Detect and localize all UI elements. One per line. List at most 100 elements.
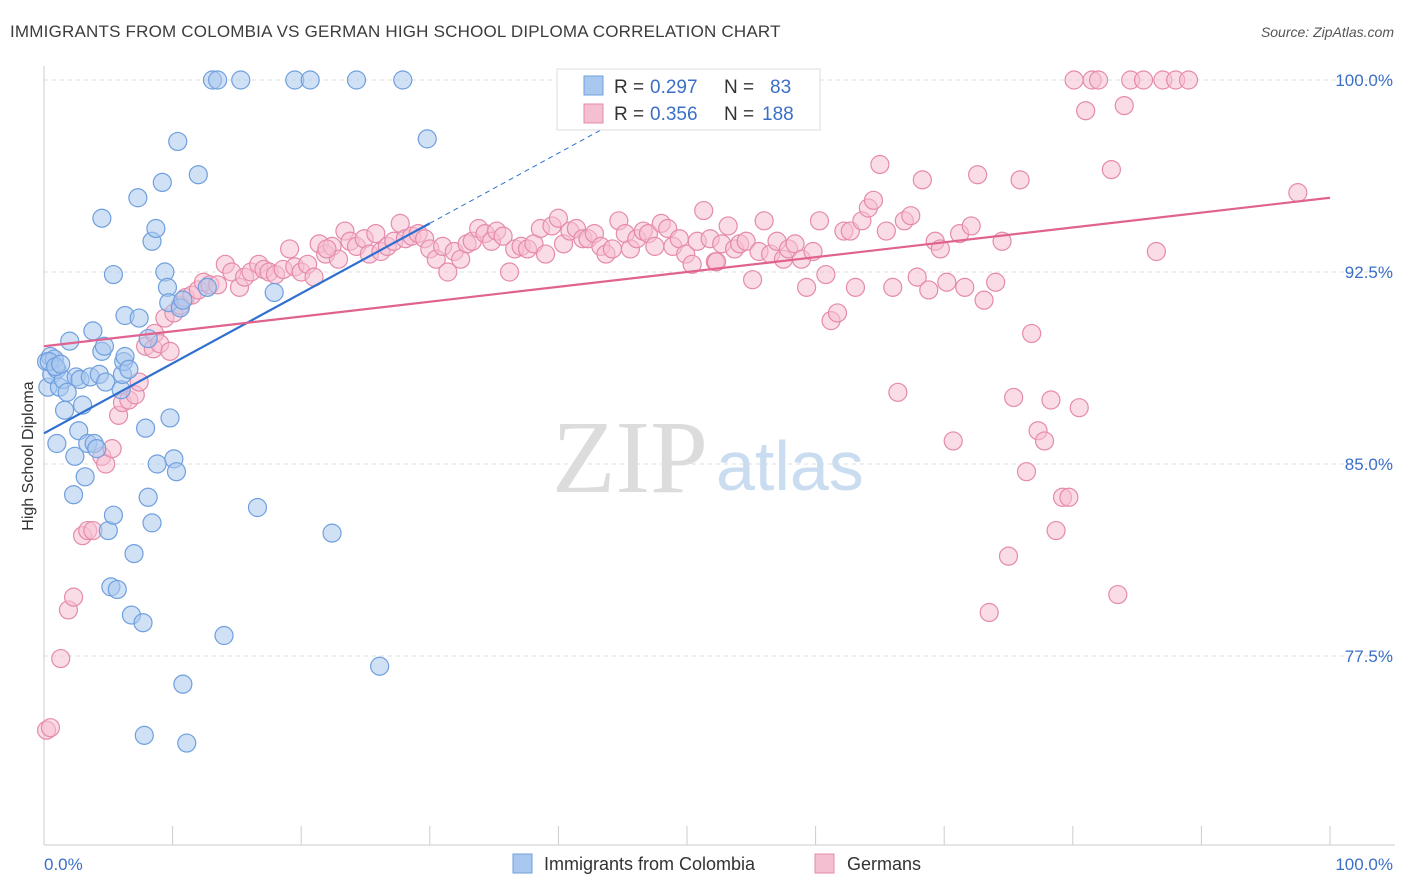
germans-point [883,277,903,297]
germans-point [1022,323,1042,344]
legend-swatch-colombia [583,75,604,96]
colombia-point [188,165,208,185]
colombia-point [119,359,139,379]
germans-point [438,262,458,282]
germans-point [986,272,1006,292]
legend-n-label-germans: N = [724,104,754,125]
axis-layer [43,66,1395,846]
germans-point [63,587,84,607]
bottom-legend-label-germans: Germans [847,854,921,874]
germans-point [961,216,981,236]
germans-point [1010,170,1030,190]
colombia-point [197,277,217,297]
colombia-trend-line [43,222,431,435]
colombia-point [138,487,158,507]
source-label: Source: ZipAtlas.com [1260,24,1394,40]
colombia-point [129,308,149,328]
germans-point [1069,398,1089,418]
germans-point [937,272,957,292]
y-tick-label: 85.0% [1345,455,1393,474]
germans-point [888,382,908,402]
colombia-point [417,129,437,149]
colombia-point [393,70,413,90]
germans-point [317,239,337,259]
germans-point [968,165,988,185]
colombia-point [146,218,166,239]
colombia-point [214,625,234,646]
germans-point [602,239,623,259]
germans-point [979,602,999,623]
y-tick-label: 77.5% [1345,647,1393,666]
germans-point [645,236,665,256]
germans-point [1101,160,1121,180]
germans-point [499,262,520,282]
germans-point [1064,70,1084,90]
colombia-point [135,418,156,438]
colombia-point [177,733,197,753]
top-legend: R = 0.297 N = 83 R = 0.356 N = 188 [556,68,821,131]
legend-r-value-colombia: 0.297 [650,77,698,98]
bottom-legend-swatch-colombia [512,853,533,874]
colombia-point [247,497,268,518]
legend-swatch-germans [583,103,604,124]
colombia-point [231,70,251,90]
germans-point [682,254,702,274]
watermark: ZIP atlas [552,400,864,515]
germans-point [40,718,61,738]
colombia-point [47,433,67,454]
watermark-atlas: atlas [716,427,864,505]
colombia-point [87,439,107,459]
colombia-point [92,208,112,228]
y-tick-label: 92.5% [1345,263,1393,282]
colombia-point [168,131,188,152]
bottom-legend-label-colombia: Immigrants from Colombia [544,854,756,874]
germans-point [912,170,932,190]
germans-point [1041,390,1061,410]
colombia-point [51,354,71,374]
germans-point [1133,70,1154,90]
x-tick-label-max: 100.0% [1335,855,1393,874]
germans-point [1178,70,1199,90]
germans-point [998,546,1019,566]
y-tick-labels: 77.5% 85.0% 92.5% 100.0% [1335,71,1393,666]
germans-point [1059,487,1079,507]
germans-point [694,200,714,221]
germans-point [816,264,836,285]
germans-point [1146,241,1166,262]
colombia-point [173,290,193,310]
germans-point [919,280,939,300]
colombia-point [103,264,124,285]
colombia-point [133,613,153,633]
points-layer [36,70,1308,753]
colombia-point [83,321,103,341]
colombia-point [166,462,187,482]
colombia-point [138,328,158,349]
germans-trend-line [43,196,1331,348]
colombia-point [107,579,127,600]
colombia-point [160,408,180,428]
colombia-point [63,485,84,505]
germans-point [955,277,975,297]
trend-layer [43,100,1331,435]
germans-point [907,267,927,287]
germans-point [876,221,896,241]
germans-point [706,252,727,272]
colombia-point [370,656,390,676]
y-axis-title: High School Diploma [20,381,37,531]
germans-point [1016,462,1037,482]
germans-point [1288,183,1308,203]
legend-r-label-germans: R = [614,104,644,125]
bottom-legend-swatch-germans [814,853,835,874]
colombia-point [147,454,167,474]
germans-point [1076,101,1096,121]
germans-point [736,231,756,251]
x-tick-label-min: 0.0% [44,855,83,874]
colombia-point [94,336,115,356]
bottom-legend: Immigrants from Colombia Germans [512,853,921,874]
germans-point [1114,95,1134,116]
germans-point [1004,387,1024,408]
colombia-point [208,70,228,90]
germans-point [742,270,763,290]
germans-point [930,239,950,259]
